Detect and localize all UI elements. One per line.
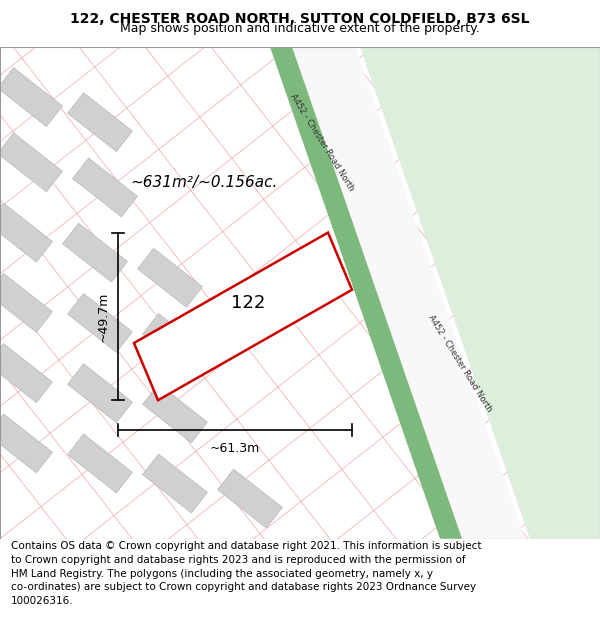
- Polygon shape: [360, 47, 600, 539]
- Text: 122: 122: [231, 294, 265, 312]
- Polygon shape: [0, 344, 52, 402]
- Polygon shape: [134, 232, 352, 400]
- Text: A452 - Chester Road North: A452 - Chester Road North: [289, 92, 356, 192]
- Polygon shape: [143, 314, 208, 372]
- Polygon shape: [73, 158, 137, 217]
- Polygon shape: [285, 47, 525, 539]
- Polygon shape: [137, 248, 202, 308]
- Text: ~61.3m: ~61.3m: [210, 442, 260, 456]
- Text: Contains OS data © Crown copyright and database right 2021. This information is : Contains OS data © Crown copyright and d…: [11, 541, 481, 606]
- Polygon shape: [68, 92, 133, 152]
- Text: ~49.7m: ~49.7m: [97, 291, 110, 342]
- Polygon shape: [0, 133, 62, 192]
- Text: 122, CHESTER ROAD NORTH, SUTTON COLDFIELD, B73 6SL: 122, CHESTER ROAD NORTH, SUTTON COLDFIEL…: [70, 12, 530, 26]
- Polygon shape: [0, 68, 62, 126]
- Polygon shape: [0, 273, 52, 332]
- Polygon shape: [68, 294, 133, 352]
- Polygon shape: [0, 203, 52, 262]
- Text: A452 - Chester Road North: A452 - Chester Road North: [427, 313, 494, 413]
- Polygon shape: [62, 223, 127, 282]
- Polygon shape: [218, 469, 283, 528]
- Polygon shape: [143, 454, 208, 513]
- Text: Map shows position and indicative extent of the property.: Map shows position and indicative extent…: [120, 22, 480, 35]
- Polygon shape: [0, 414, 52, 473]
- Polygon shape: [68, 364, 133, 423]
- Polygon shape: [68, 434, 133, 493]
- Text: ~631m²/~0.156ac.: ~631m²/~0.156ac.: [130, 175, 277, 190]
- Polygon shape: [270, 47, 462, 539]
- Polygon shape: [143, 384, 208, 442]
